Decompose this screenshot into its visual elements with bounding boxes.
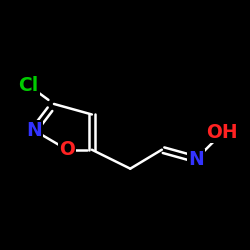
Text: Cl: Cl — [18, 76, 39, 95]
Text: N: N — [26, 121, 42, 140]
Text: O: O — [59, 140, 75, 159]
Text: OH: OH — [206, 124, 238, 142]
Text: N: N — [188, 150, 204, 169]
